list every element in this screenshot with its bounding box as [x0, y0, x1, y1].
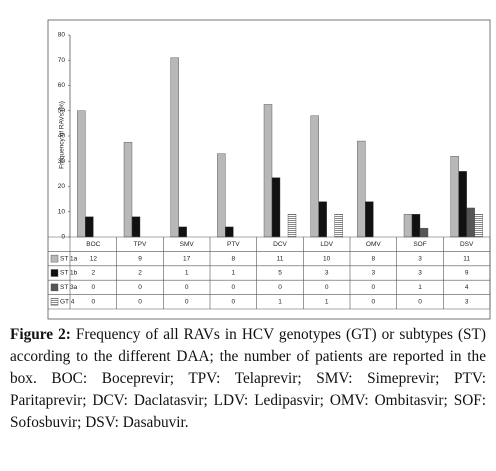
table-count: 0 [372, 284, 376, 291]
caption-text: Frequency of all RAVs in HCV genotypes (… [10, 326, 486, 431]
bar [419, 227, 429, 238]
bar [357, 140, 366, 238]
table-count: 0 [278, 284, 282, 291]
legend-label: ST 1b [60, 270, 78, 277]
bar [170, 57, 179, 238]
legend-swatch [50, 254, 59, 263]
table-count: 3 [465, 299, 469, 306]
bar [365, 201, 374, 238]
chart-frame [47, 19, 491, 320]
bar [263, 104, 273, 238]
x-tick-label: DSV [460, 241, 474, 248]
table-count: 17 [183, 255, 191, 262]
x-tick-label: TPV [134, 241, 147, 248]
bar [474, 214, 483, 238]
table-count: 0 [418, 299, 422, 306]
y-tick-label: 40 [58, 133, 66, 140]
legend-label: GT 4 [60, 299, 75, 306]
table-count: 3 [325, 270, 329, 277]
bar [123, 142, 133, 238]
bar [77, 110, 86, 238]
bar [466, 207, 475, 238]
table-count: 3 [372, 270, 376, 277]
table-count: 1 [185, 270, 189, 277]
x-tick-label: OMV [366, 241, 381, 248]
table-count: 10 [323, 255, 331, 262]
table-count: 2 [138, 270, 142, 277]
caption: Figure 2: Frequency of all RAVs in HCV g… [10, 324, 486, 434]
table-count: 0 [185, 299, 189, 306]
y-tick-label: 70 [58, 57, 66, 64]
bar [271, 177, 281, 238]
table-count: 0 [232, 299, 236, 306]
table-count: 0 [92, 299, 96, 306]
bar [178, 226, 187, 238]
bar [450, 155, 459, 238]
table-count: 0 [138, 284, 142, 291]
bar [318, 201, 327, 238]
table-count: 0 [92, 284, 96, 291]
y-tick-label: 60 [58, 82, 66, 89]
x-tick-label: BOC [86, 241, 100, 248]
y-tick-label: 30 [58, 158, 66, 165]
table-count: 8 [372, 255, 376, 262]
table-count: 4 [465, 284, 469, 291]
chart: Frequency of RAVs (%) 01020304050607080B… [47, 19, 491, 320]
bar [334, 214, 343, 238]
table-count: 12 [90, 255, 98, 262]
legend-swatch [50, 298, 59, 306]
legend-swatch [50, 283, 59, 292]
y-tick-label: 10 [58, 208, 66, 215]
y-tick-label: 80 [58, 32, 66, 39]
y-tick-label: 50 [58, 107, 66, 114]
table-count: 9 [465, 270, 469, 277]
legend-swatch [50, 269, 59, 277]
table-count: 0 [138, 299, 142, 306]
table-count: 1 [232, 270, 236, 277]
x-tick-label: PTV [227, 241, 240, 248]
bar [310, 115, 319, 238]
caption-label: Figure 2: [10, 326, 71, 343]
table-count: 8 [232, 255, 236, 262]
bar [458, 171, 467, 238]
bar [403, 214, 413, 238]
y-axis-label: Frequency of RAVs (%) [59, 101, 66, 169]
x-tick-label: DCV [273, 241, 287, 248]
table-count: 0 [325, 284, 329, 291]
table-count: 3 [418, 270, 422, 277]
bar [411, 214, 421, 238]
bar [85, 216, 94, 238]
x-tick-label: LDV [320, 241, 333, 248]
table-count: 3 [418, 255, 422, 262]
y-tick-label: 20 [58, 183, 66, 190]
table-count: 2 [92, 270, 96, 277]
table-count: 1 [325, 299, 329, 306]
table-count: 1 [278, 299, 282, 306]
table-count: 0 [185, 284, 189, 291]
table-count: 11 [277, 255, 284, 262]
table-count: 5 [278, 270, 282, 277]
bar [287, 214, 297, 238]
legend-label: ST 3a [60, 284, 78, 291]
table-count: 1 [418, 284, 422, 291]
bar [217, 153, 226, 238]
bar [225, 226, 234, 238]
table-count: 9 [138, 255, 142, 262]
x-tick-label: SOF [413, 241, 426, 248]
bar [131, 216, 141, 238]
x-tick-label: SMV [180, 241, 195, 248]
table-count: 0 [372, 299, 376, 306]
table-count: 0 [232, 284, 236, 291]
legend-label: ST 1a [60, 255, 78, 262]
table-count: 11 [463, 255, 470, 262]
